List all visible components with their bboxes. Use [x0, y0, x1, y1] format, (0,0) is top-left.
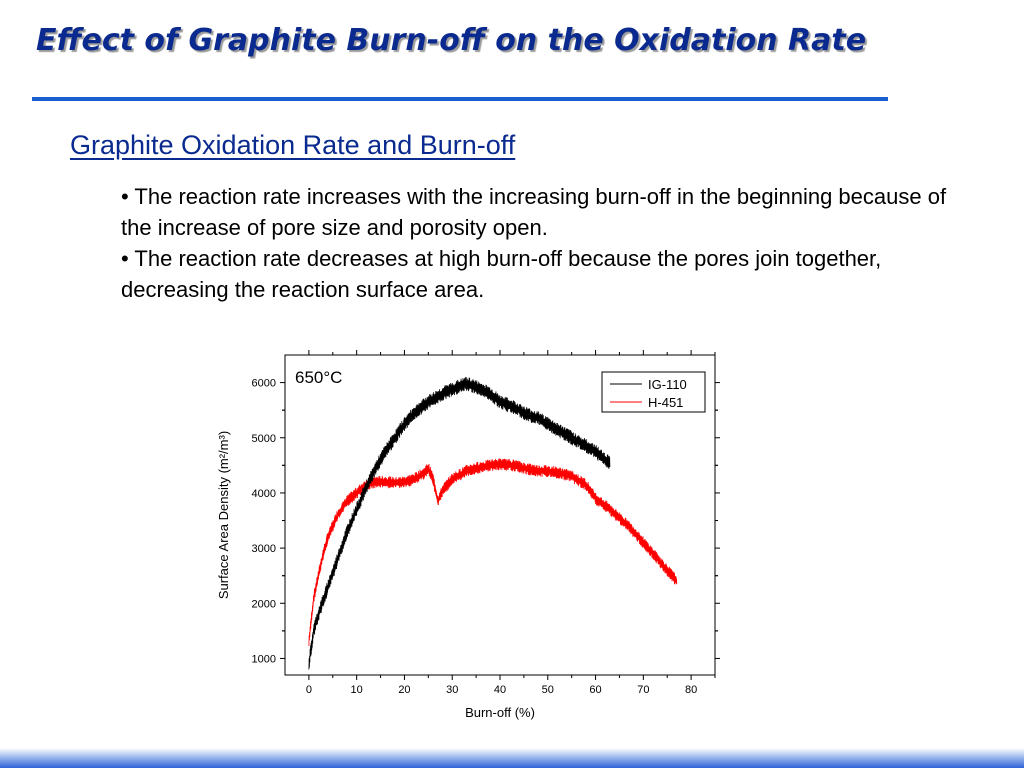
x-tick-label: 20 — [398, 684, 410, 696]
y-tick-label: 2000 — [252, 598, 276, 610]
y-tick-label: 3000 — [252, 543, 276, 555]
legend-box — [601, 371, 706, 413]
title-underline-rule — [32, 97, 888, 101]
surface-area-chart: 0 10 20 30 40 50 60 70 80 1000 2000 3000 4000 5000 600… — [216, 350, 720, 720]
x-tick-label: 80 — [685, 684, 697, 696]
x-tick-label: 60 — [589, 684, 601, 696]
y-tick-label: 1000 — [252, 653, 276, 665]
y-axis-label: Surface Area Density (m²/m³) — [216, 431, 231, 599]
section-subtitle: Graphite Oxidation Rate and Burn-off — [70, 130, 516, 160]
series-line-h-451 — [308, 458, 678, 646]
bullet-point: • The reaction rate increases with the i… — [121, 184, 947, 240]
y-tick-label: 6000 — [252, 378, 276, 390]
bullet-point: • The reaction rate decreases at high bu… — [121, 246, 882, 302]
footer-gradient-band — [0, 748, 1024, 768]
x-tick-label: 30 — [446, 684, 458, 696]
x-tick-label: 40 — [494, 684, 506, 696]
slide-title: Effect of Graphite Burn-off on the Oxida… — [36, 23, 867, 58]
bullet-list: • The reaction rate increases with the i… — [121, 181, 971, 305]
legend-label: H-451 — [648, 395, 683, 410]
temperature-annotation: 650°C — [295, 368, 342, 387]
x-tick-label: 0 — [306, 684, 312, 696]
legend-label: IG-110 — [648, 377, 687, 392]
x-tick-label: 70 — [637, 684, 649, 696]
y-tick-label: 4000 — [252, 488, 276, 500]
x-tick-label: 50 — [542, 684, 554, 696]
y-tick-label: 5000 — [252, 433, 276, 445]
series-line-ig-110 — [308, 377, 611, 670]
x-axis-label: Burn-off (%) — [465, 705, 535, 720]
x-tick-label: 10 — [351, 684, 363, 696]
